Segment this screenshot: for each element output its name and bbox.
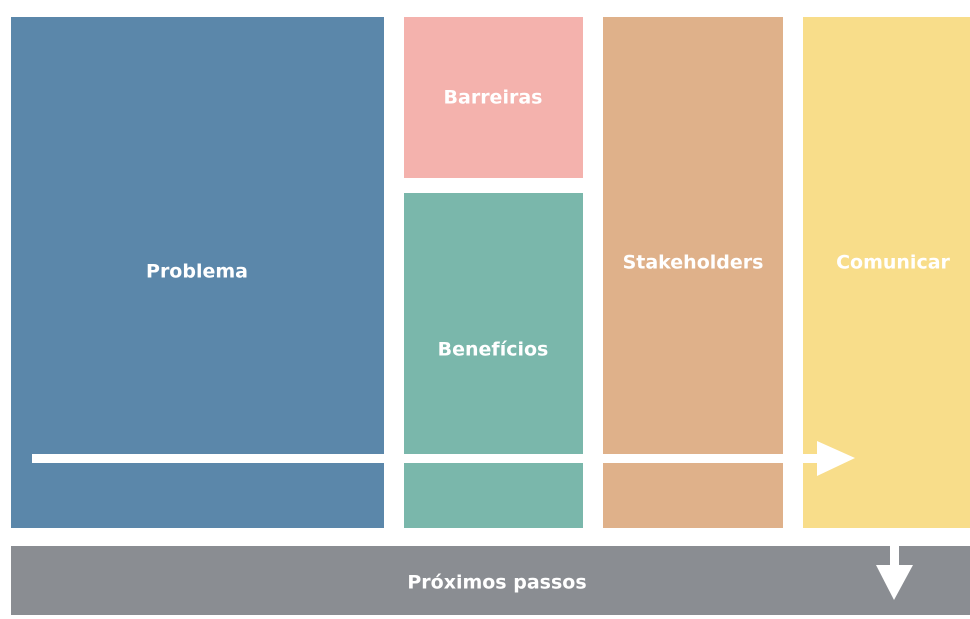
- down-arrow-head: [876, 565, 913, 600]
- arrow-head: [817, 441, 855, 476]
- problema-block: [11, 17, 384, 528]
- label: Stakeholders: [623, 252, 764, 274]
- label: Barreiras: [444, 87, 543, 109]
- arrow-line: [32, 454, 822, 463]
- label: Comunicar: [836, 252, 950, 274]
- barreiras-block: [404, 17, 583, 178]
- down-arrow-line: [890, 528, 899, 568]
- stakeholders-block: [603, 17, 783, 528]
- label: Benefícios: [438, 339, 549, 361]
- beneficios-block: [404, 193, 583, 528]
- proximos-block: [11, 546, 970, 615]
- label: Próximos passos: [407, 572, 586, 594]
- comunicar-block: [803, 17, 970, 528]
- label: Problema: [146, 261, 248, 283]
